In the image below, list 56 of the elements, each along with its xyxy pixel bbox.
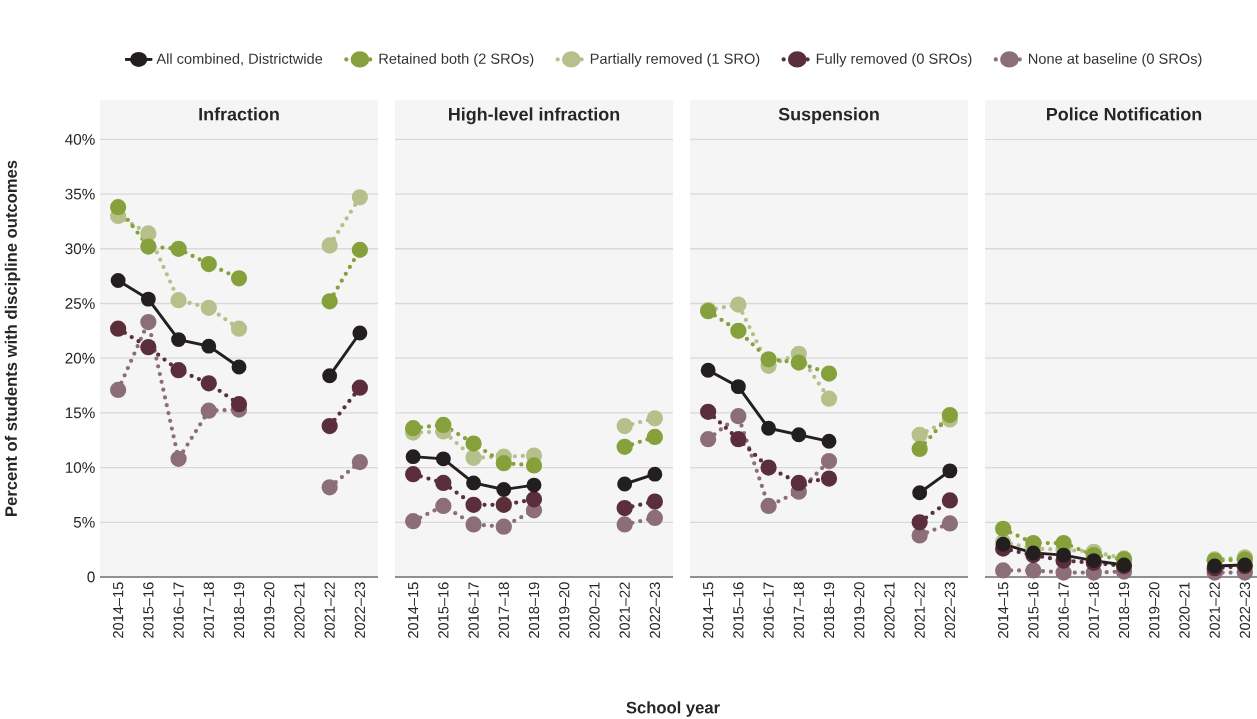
legend-label: Partially removed (1 SRO)	[590, 53, 760, 67]
x-tick-label: 2022–23	[354, 582, 366, 638]
x-tick-label: 2017–18	[1088, 582, 1099, 638]
y-tick-label: 10%	[65, 462, 95, 473]
x-tick-label: 2014–15	[997, 582, 1009, 638]
y-tick-label: 0	[87, 571, 95, 583]
y-tick-label: 25%	[65, 298, 95, 309]
chart-title: Infraction	[199, 107, 279, 121]
y-tick-label: 20%	[65, 352, 95, 364]
chart-title: Suspension	[778, 107, 879, 125]
y-tick-label: 15%	[65, 407, 95, 419]
x-tick-label: 2015–16	[143, 582, 154, 638]
x-tick-label: 2021–22	[914, 582, 925, 638]
x-tick-label: 2017–18	[203, 582, 214, 638]
x-tick-label: 2014–15	[702, 582, 714, 638]
x-tick-label: 2015–16	[1028, 582, 1039, 638]
x-tick-label: 2020–21	[589, 582, 600, 638]
x-tick-label: 2014–15	[407, 582, 419, 638]
x-tick-label: 2019–20	[559, 582, 570, 638]
x-tick-label: 2020–21	[884, 582, 895, 638]
legend-label: Retained both (2 SROs)	[379, 53, 534, 67]
x-tick-label: 2017–18	[793, 582, 804, 638]
legend-label: Fully removed (0 SROs)	[816, 53, 972, 67]
x-tick-label: 2019–20	[1149, 582, 1160, 638]
x-tick-label: 2020–21	[294, 582, 305, 638]
y-tick-label: 40%	[65, 133, 95, 145]
x-tick-label: 2021–22	[619, 582, 630, 638]
y-axis-title: Percent of students with discipline outcomes	[4, 160, 21, 516]
x-tick-label: 2015–16	[733, 582, 744, 638]
x-tick-label: 2021–22	[1209, 582, 1220, 638]
x-tick-label: 2016–17	[1058, 582, 1069, 638]
y-tick-label: 5%	[73, 516, 95, 528]
chart-title: Police Notification	[1047, 107, 1202, 121]
y-tick-label: 35%	[65, 188, 95, 200]
x-tick-label: 2016–17	[468, 582, 479, 638]
x-tick-label: 2018–19	[528, 582, 540, 638]
x-tick-label: 2021–22	[324, 582, 335, 638]
x-tick-label: 2019–20	[264, 582, 275, 638]
x-tick-label: 2020–21	[1179, 582, 1190, 638]
x-axis-title: School year	[626, 701, 720, 717]
legend-label: None at baseline (0 SROs)	[1029, 53, 1202, 67]
x-tick-label: 2018–19	[1118, 582, 1130, 638]
x-tick-label: 2014–15	[112, 582, 124, 638]
x-tick-label: 2016–17	[173, 582, 184, 638]
y-tick-label: 30%	[65, 243, 95, 255]
x-tick-label: 2022–23	[944, 582, 956, 638]
x-tick-label: 2022–23	[1239, 582, 1251, 638]
x-tick-label: 2016–17	[763, 582, 774, 638]
chart-title: High-level infraction	[449, 107, 620, 125]
x-tick-label: 2017–18	[498, 582, 509, 638]
x-tick-label: 2018–19	[823, 582, 835, 638]
legend-label: All combined, Districtwide	[156, 53, 323, 66]
x-tick-label: 2018–19	[233, 582, 245, 638]
x-tick-label: 2015–16	[438, 582, 449, 638]
x-tick-label: 2019–20	[854, 582, 865, 638]
x-tick-label: 2022–23	[649, 582, 661, 638]
